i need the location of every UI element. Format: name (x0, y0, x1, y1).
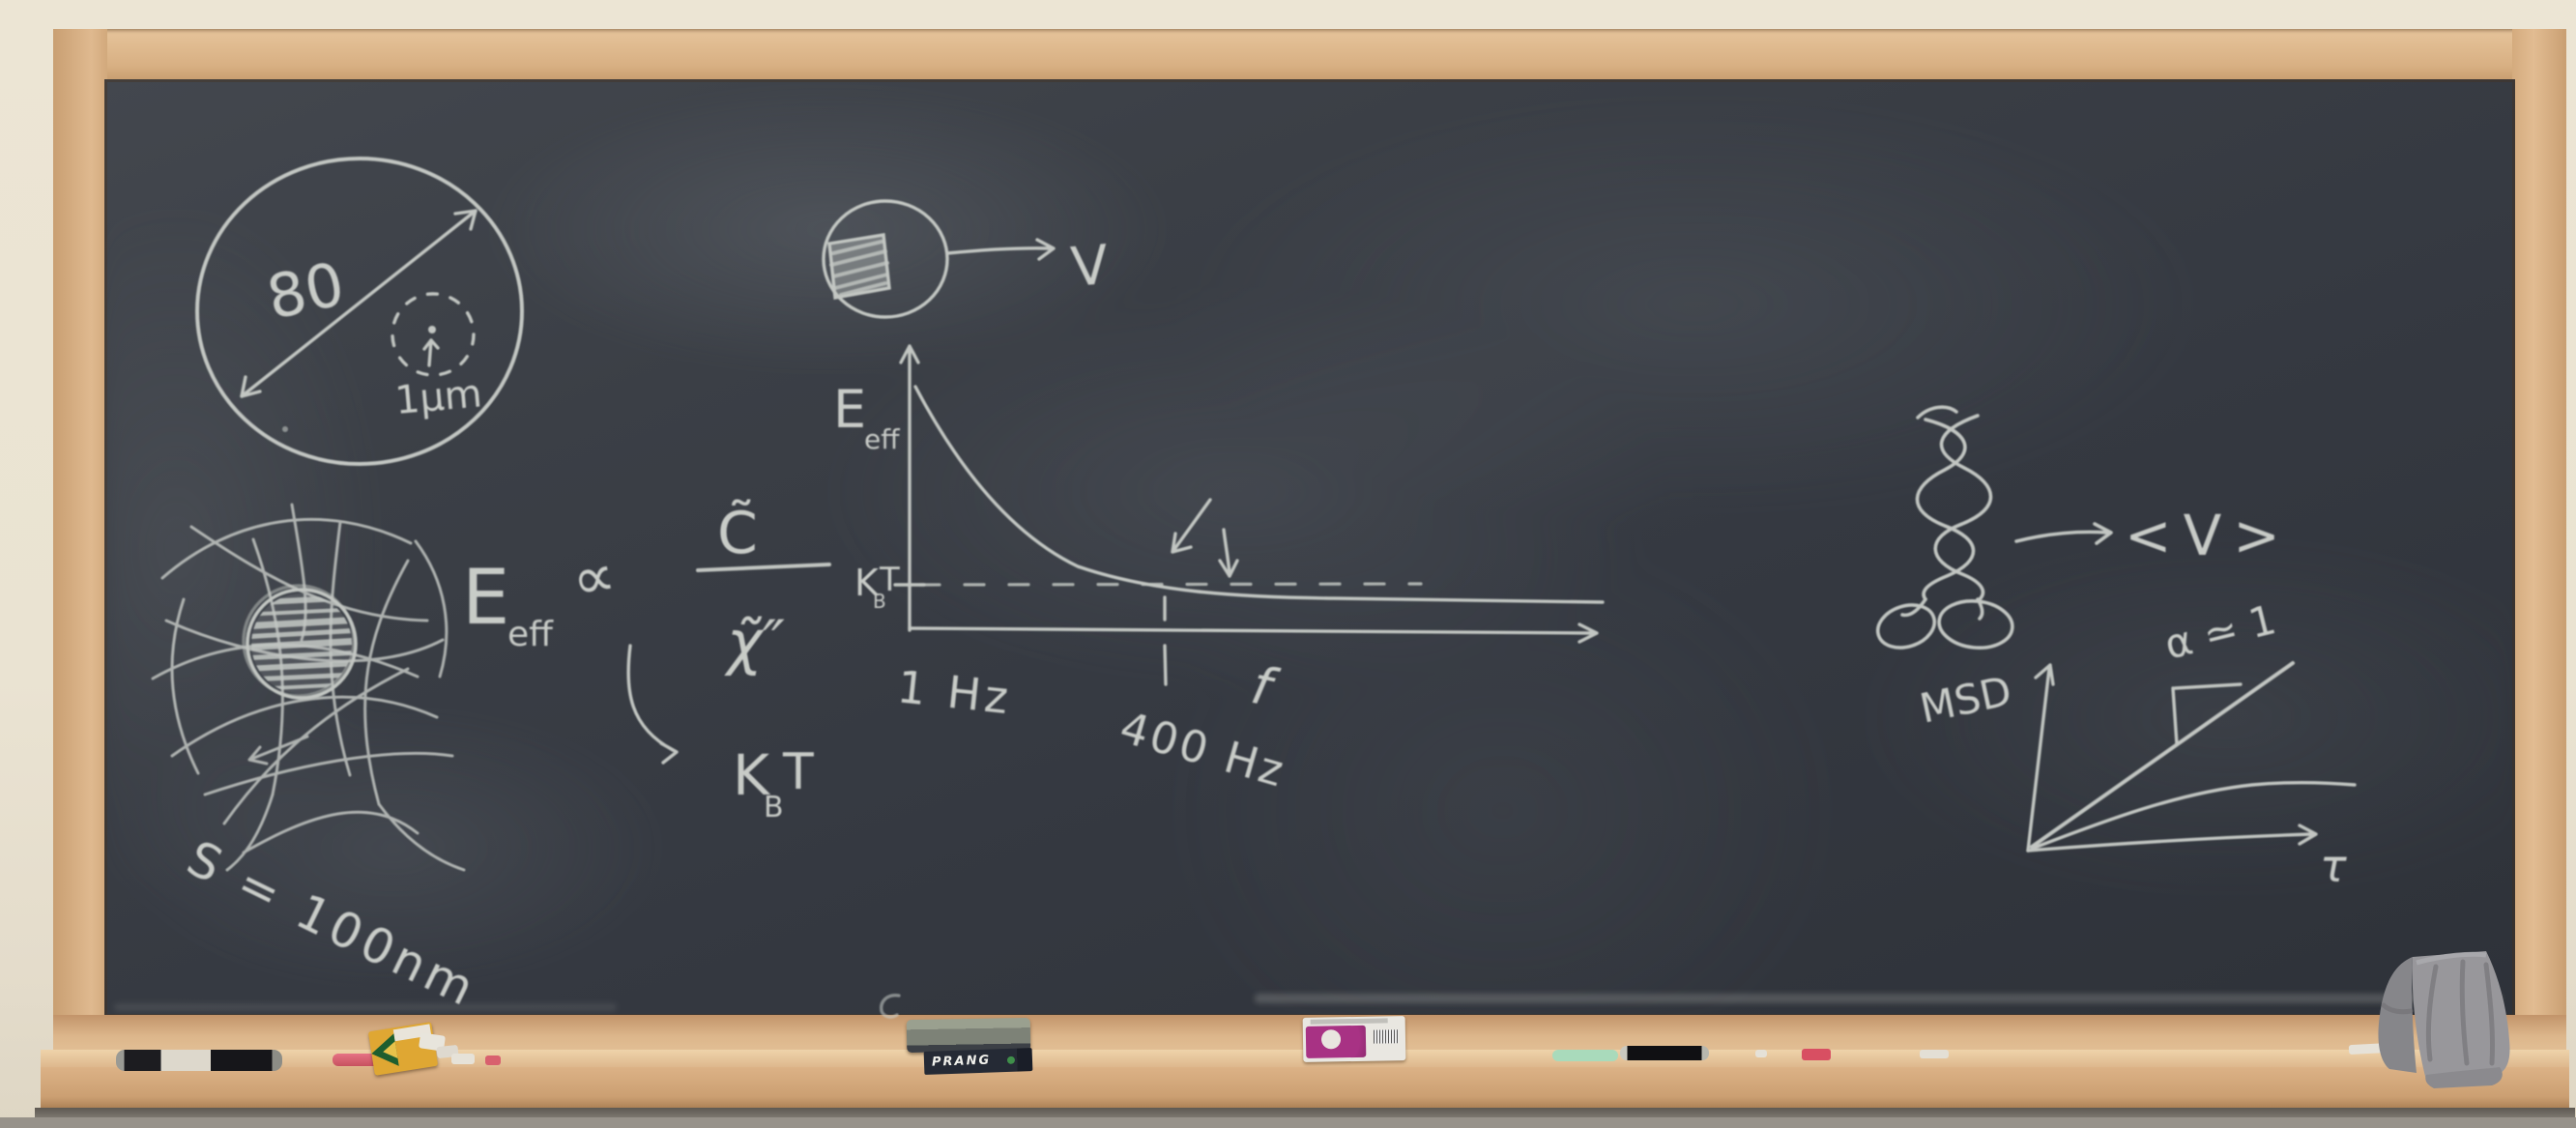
body-loop-right (1937, 599, 2014, 650)
green-chalk-stick (1552, 1050, 1618, 1061)
bead-size-diagram: 80 1μm (195, 157, 524, 466)
equation-numerator: C̃ (717, 499, 758, 567)
mean-velocity-label: <V> (2125, 503, 2292, 568)
graph-y-label-E: E (833, 379, 866, 440)
fraction-bar (696, 563, 831, 572)
msd-axis-label: MSD (1916, 667, 2015, 733)
graph-kt-B: B (873, 590, 886, 613)
alpha-label: α ≃ 1 (2160, 595, 2281, 669)
equation-eff: eff (507, 615, 554, 654)
wall-below-tray (0, 1117, 2576, 1128)
velocity-arrow (945, 238, 1056, 261)
network-arrow (247, 735, 309, 766)
diameter-arrow (240, 209, 478, 398)
velocity-label: V (1069, 234, 1112, 300)
bead-velocity-sketch: V (822, 199, 1112, 319)
graph-y-label-eff: eff (864, 423, 900, 455)
equation-E: E (462, 555, 509, 642)
proportional-sign: ∝ (566, 538, 621, 616)
helix-strand-b (1933, 414, 1993, 601)
frame-top-rail (53, 29, 2566, 81)
annotation-arrow-long (1171, 498, 1212, 554)
tray-shadow (35, 1108, 2575, 1119)
graph-kt-T: T (879, 561, 900, 599)
pink-chalk-piece (485, 1056, 501, 1065)
body-loop-left (1875, 603, 1937, 650)
white-chalk-piece (451, 1054, 475, 1064)
slope-bracket (2171, 682, 2243, 746)
decay-curve (913, 385, 1605, 604)
frame-left-rail (53, 29, 107, 1056)
tick-400hz-label: 400 Hz (1114, 702, 1291, 797)
white-chalk-bit (1755, 1050, 1767, 1057)
plateau-curve (2030, 781, 2357, 851)
bead-scale-label: 1μm (393, 371, 484, 423)
chalk-dust-streak-left (114, 1003, 617, 1011)
tick-400hz-line (1163, 595, 1168, 686)
black-pen (1620, 1046, 1709, 1060)
proportionality-equation: E eff ∝ C̃ χ̃″ K B T (462, 499, 831, 824)
eraser-smudges (104, 79, 2515, 1017)
equation-denominator: χ̃″ (724, 607, 785, 678)
msd-vs-tau-graph: MSD α ≃ 1 τ (1916, 595, 2357, 892)
x-axis (908, 622, 1599, 644)
diameter-label: 80 (261, 248, 350, 333)
graph-kt-K: K (854, 562, 880, 604)
blackboard-surface (104, 79, 2515, 1017)
x-axis-label-f: f (1246, 654, 1284, 719)
frame-right-rail (2512, 29, 2566, 1056)
pink-chalk-stick (333, 1054, 383, 1066)
annotation-arrow-short (1218, 528, 1239, 578)
chalk-tray-front (41, 1067, 2569, 1110)
msd-x-axis (2026, 824, 2318, 853)
mean-velocity-arrow (2014, 522, 2113, 545)
bead-dashed-circle (391, 292, 476, 377)
msd-y-axis (2026, 663, 2055, 853)
gray-cloth (2378, 951, 2510, 1088)
white-chalk-piece-right (1920, 1050, 1949, 1058)
stray-chalk-mark (880, 994, 901, 1019)
red-chalk-piece (1802, 1049, 1831, 1060)
ballistic-line (2030, 661, 2295, 849)
kt-asymptote-dashed (918, 582, 1423, 587)
tick-1hz-label: 1 Hz (895, 660, 1015, 724)
bead-pointer-arrow (422, 338, 440, 367)
kbt-T: T (782, 743, 814, 801)
kbt-K: K (733, 742, 771, 808)
tau-axis-label: τ (2320, 840, 2347, 892)
helix-strand-a (1915, 418, 1976, 601)
stiffness-vs-frequency-graph: E eff K B T 1 Hz 400 Hz f (833, 344, 1605, 797)
kbt-B: B (764, 791, 784, 824)
probe-sphere (242, 584, 358, 700)
hook-arrow (626, 644, 679, 765)
helix-swimmer-sketch: <V> (1875, 405, 2292, 650)
black-marker-left (116, 1050, 282, 1071)
chalk-dust-streak (1255, 994, 2502, 1003)
